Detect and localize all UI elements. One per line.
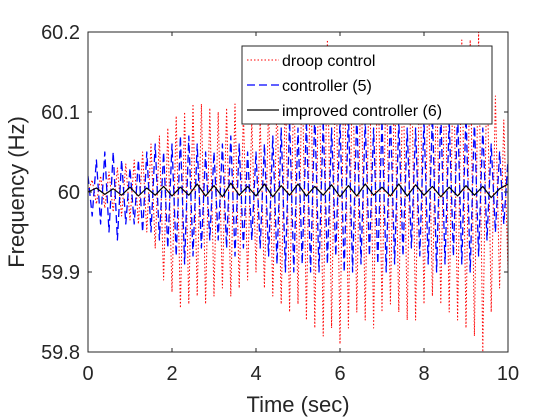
y-tick-label: 59.8: [41, 342, 80, 364]
x-tick-label: 0: [82, 363, 93, 385]
legend-label-controller-5: controller (5): [282, 78, 372, 95]
y-tick-labels: 59.8 59.9 60 60.1 60.2: [41, 22, 80, 364]
y-tick-label: 60.1: [41, 102, 80, 124]
series-line-droop-control: [88, 32, 508, 352]
x-tick-label: 10: [497, 363, 519, 385]
y-axis-label: Frequency (Hz): [4, 116, 29, 268]
y-tick-label: 59.9: [41, 262, 80, 284]
y-tick-label: 60: [58, 182, 80, 204]
x-tick-label: 6: [334, 363, 345, 385]
series-line-improved-controller-6: [88, 182, 508, 199]
x-tick-labels: 0 2 4 6 8 10: [82, 363, 519, 385]
legend: droop control controller (5) improved co…: [241, 45, 493, 125]
x-axis-label: Time (sec): [246, 392, 349, 417]
series-layer: [88, 32, 508, 352]
legend-label-improved-controller-6: improved controller (6): [282, 103, 442, 120]
legend-label-droop-control: droop control: [282, 53, 375, 70]
x-tick-label: 4: [250, 363, 261, 385]
series-line-controller-5: [88, 111, 508, 273]
x-tick-label: 8: [418, 363, 429, 385]
legend-box: [241, 45, 493, 125]
y-tick-label: 60.2: [41, 22, 80, 44]
x-tick-label: 2: [166, 363, 177, 385]
axis-ticks: [87, 31, 509, 353]
